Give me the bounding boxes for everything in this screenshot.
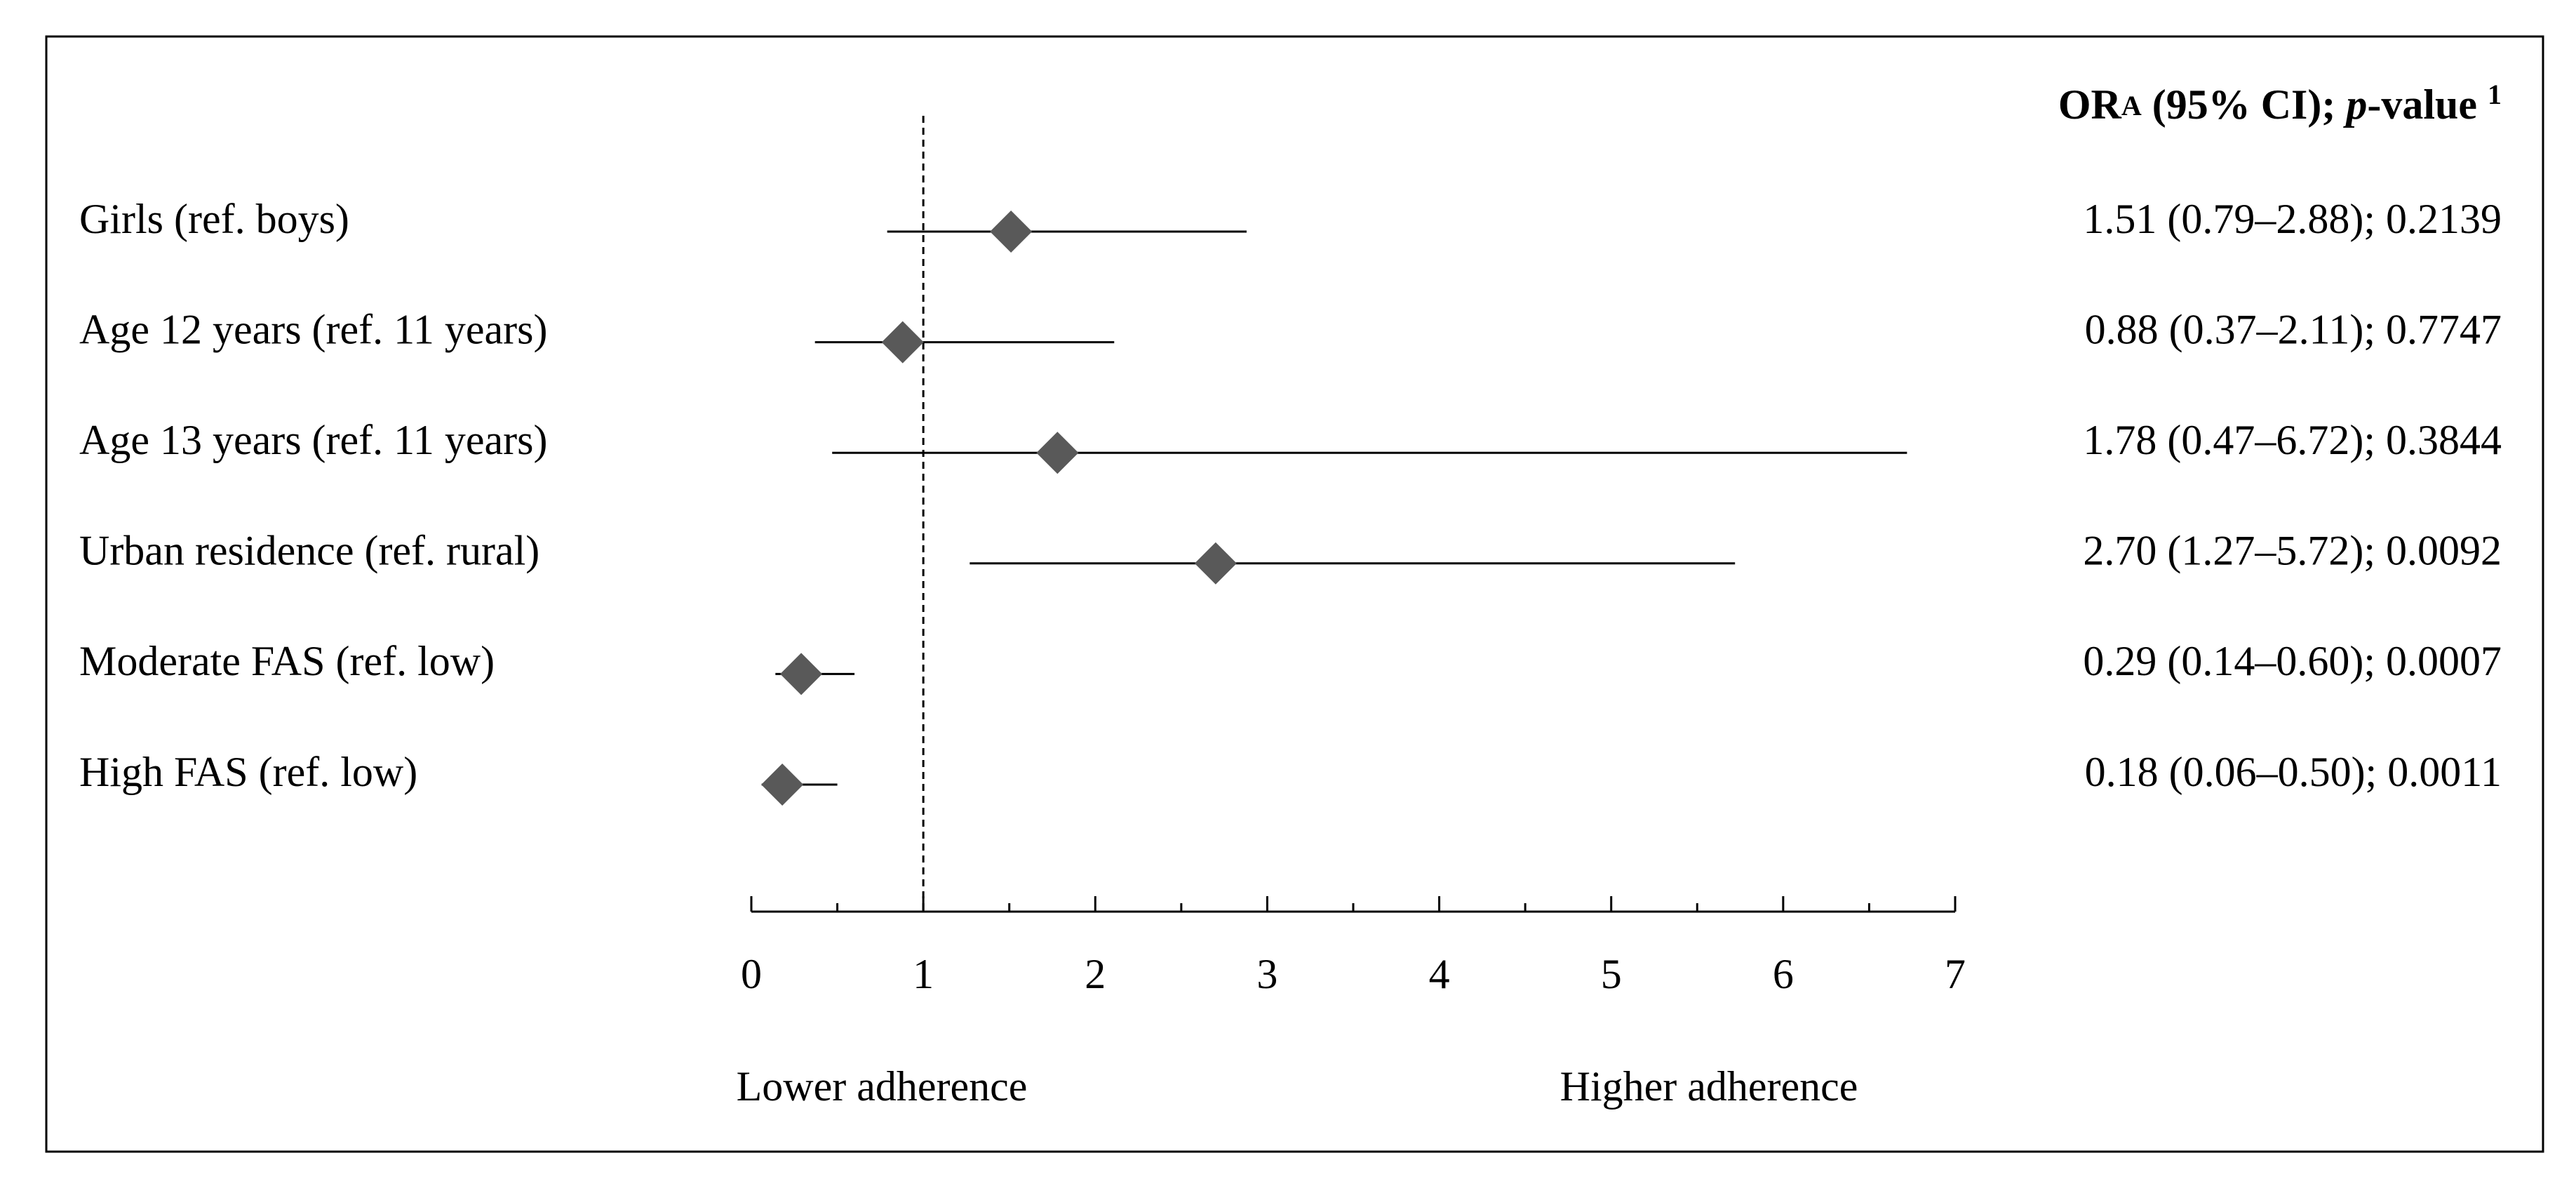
x-tick-label: 3: [1256, 951, 1277, 997]
row-label: Moderate FAS (ref. low): [79, 638, 495, 684]
column-header: ORA (95% CI); p-value 1: [2058, 79, 2502, 128]
x-tick-label: 2: [1085, 951, 1106, 997]
estimate-label: 1.78 (0.47–6.72); 0.3844: [2083, 417, 2502, 463]
header-part: A: [2121, 90, 2142, 121]
point-estimate: [1194, 542, 1237, 585]
point-estimate: [780, 653, 823, 695]
x-label-right: Higher adherence: [1560, 1063, 1858, 1110]
frame: [45, 35, 2544, 1153]
header-part: (95% CI);: [2142, 81, 2347, 128]
estimate-label: 0.29 (0.14–0.60); 0.0007: [2083, 638, 2502, 684]
row-label: Age 12 years (ref. 11 years): [79, 306, 547, 352]
x-tick-label: 5: [1601, 951, 1622, 997]
x-tick-label: 7: [1945, 951, 1966, 997]
x-tick-label: 6: [1773, 951, 1794, 997]
row-label: Urban residence (ref. rural): [79, 528, 539, 574]
x-tick-label: 1: [913, 951, 934, 997]
x-label-left: Lower adherence: [737, 1063, 1028, 1110]
row-label: Girls (ref. boys): [79, 196, 349, 242]
point-estimate: [990, 211, 1033, 253]
point-estimate: [881, 321, 924, 364]
header-part: 1: [2488, 79, 2502, 110]
estimate-label: 0.88 (0.37–2.11); 0.7747: [2085, 306, 2502, 352]
header-part: p: [2342, 81, 2367, 128]
point-estimate: [1036, 432, 1079, 474]
estimate-label: 1.51 (0.79–2.88); 0.2139: [2083, 196, 2502, 242]
estimate-label: 2.70 (1.27–5.72); 0.0092: [2083, 528, 2502, 574]
x-tick-label: 4: [1429, 951, 1450, 997]
estimate-label: 0.18 (0.06–0.50); 0.0011: [2085, 749, 2502, 795]
x-tick-label: 0: [741, 951, 762, 997]
header-part: -value: [2367, 81, 2488, 128]
row-label: High FAS (ref. low): [79, 749, 417, 795]
header-part: OR: [2058, 81, 2122, 128]
row-label: Age 13 years (ref. 11 years): [79, 417, 547, 463]
point-estimate: [761, 764, 804, 806]
